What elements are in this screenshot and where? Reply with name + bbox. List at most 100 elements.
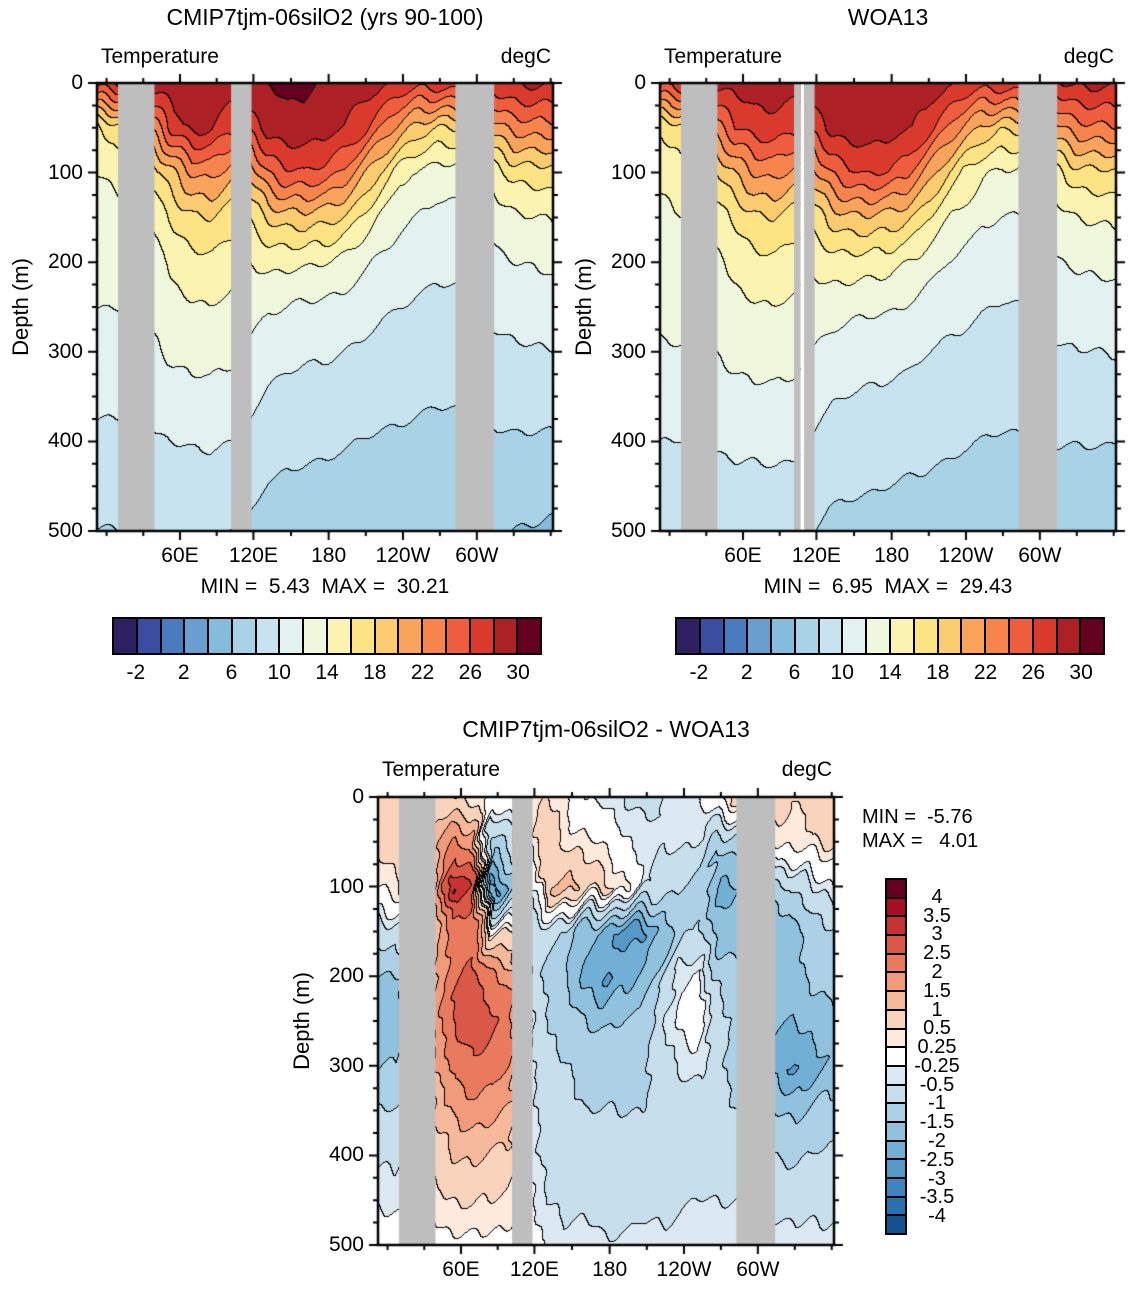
panel1-y-tick-labels: 0 100 200 300 400 500 — [29, 72, 83, 542]
x-tick-label: 60E — [161, 544, 199, 567]
colorbar-cell — [887, 1083, 905, 1103]
colorbar-cell — [887, 1214, 905, 1234]
colorbar-cell — [887, 934, 905, 953]
panel2-title: WOA13 — [847, 4, 929, 30]
y-tick-label: 100 — [47, 160, 83, 184]
colorbar-tick-label: 18 — [363, 661, 387, 684]
colorbar-cell — [326, 619, 350, 653]
y-tick-label: 200 — [610, 250, 646, 274]
colorbar-tick-label: 6 — [788, 661, 801, 684]
panel2-variable-label: Temperature — [664, 45, 782, 68]
panel2-contour-plot — [646, 69, 1130, 545]
x-tick-label: 120E — [509, 1258, 559, 1281]
panel3-variable-label: Temperature — [382, 758, 500, 781]
x-tick-label: 60E — [724, 544, 762, 567]
colorbar-cell — [887, 971, 905, 991]
panel2-x-tick-labels: 60E 120E 180 120W 60W — [660, 544, 1116, 570]
panel2-y-tick-labels: 0 100 200 300 400 500 — [592, 72, 646, 542]
colorbar-tick-label: 2 — [740, 661, 753, 684]
y-tick-label: 300 — [328, 1053, 364, 1077]
colorbar-cell — [887, 1027, 905, 1047]
colorbar-cell — [887, 1046, 905, 1065]
panel3-x-tick-labels: 60E 120E 180 120W 60W — [378, 1258, 834, 1284]
colorbar-tick-label: 14 — [878, 661, 902, 684]
colorbar-cell — [887, 915, 905, 935]
colorbar-tick-label: 10 — [830, 661, 854, 684]
colorbar-cell — [468, 619, 493, 653]
y-tick-label: 0 — [352, 785, 364, 808]
colorbar-cell — [207, 619, 231, 653]
colorbar-cell — [677, 619, 699, 653]
panel3-colorbar-labels: 4 3.5 3 2.5 2 1.5 1 0.5 0.25 -0.25 -0.5 -1 -1.5 -2 -2.… — [907, 878, 967, 1235]
colorbar-tick-label: 0.25 — [917, 1036, 957, 1059]
colorbar-cell — [841, 619, 866, 653]
panel2-colorbar-labels: -2 2 6 10 14 18 22 26 30 — [675, 661, 1105, 685]
colorbar-cell — [278, 619, 303, 653]
colorbar-cell — [1079, 619, 1104, 653]
x-tick-label: 120W — [375, 544, 431, 567]
panel1-variable-label: Temperature — [101, 45, 219, 68]
panel3-y-tick-labels: 0 100 200 300 400 500 — [310, 786, 364, 1256]
x-tick-label: 180 — [311, 544, 347, 567]
colorbar-tick-label: 26 — [458, 661, 483, 684]
colorbar-cell — [349, 619, 374, 653]
colorbar-cell — [887, 1064, 905, 1084]
colorbar-tick-label: 26 — [1021, 661, 1046, 684]
colorbar-cell — [183, 619, 208, 653]
colorbar-cell — [444, 619, 469, 653]
colorbar-cell — [397, 619, 422, 653]
colorbar-tick-label: -2 — [928, 1130, 946, 1153]
colorbar-cell — [254, 619, 279, 653]
colorbar-cell — [865, 619, 890, 653]
colorbar-tick-label: 3 — [931, 923, 943, 946]
colorbar-cell — [1055, 619, 1080, 653]
colorbar-tick-label: 2 — [177, 661, 190, 684]
x-tick-label: 120W — [656, 1258, 712, 1281]
colorbar-cell — [887, 1008, 905, 1028]
colorbar-tick-label: -1.5 — [919, 1111, 955, 1134]
colorbar-cell — [114, 619, 136, 653]
panel2-min-max-stats: MIN = 6.95 MAX = 29.43 — [763, 575, 1013, 598]
panel3-colorbar — [885, 878, 907, 1235]
x-tick-label: 180 — [592, 1258, 628, 1281]
colorbar-tick-label: 4 — [931, 885, 943, 908]
colorbar-cell — [887, 1120, 905, 1140]
y-tick-label: 200 — [328, 964, 364, 988]
colorbar-tick-label: -2.5 — [919, 1148, 955, 1171]
colorbar-cell — [887, 1102, 905, 1121]
colorbar-cell — [373, 619, 398, 653]
colorbar-tick-label: 22 — [410, 661, 435, 684]
x-tick-label: 60E — [442, 1258, 480, 1281]
panel2-colorbar — [675, 617, 1105, 655]
panel3-max-stat: MAX = 4.01 — [862, 830, 979, 852]
panel3-min-stat: MIN = -5.76 — [862, 806, 973, 828]
y-tick-label: 500 — [328, 1233, 364, 1256]
colorbar-cell — [817, 619, 842, 653]
panel3-title: CMIP7tjm-06silO2 - WOA13 — [462, 716, 750, 742]
colorbar-tick-label: -1 — [928, 1092, 946, 1115]
colorbar-tick-label: -3.5 — [919, 1186, 955, 1209]
panel1-units-label: degC — [500, 45, 551, 68]
colorbar-cell — [793, 619, 818, 653]
colorbar-tick-label: 10 — [267, 661, 291, 684]
colorbar-cell — [889, 619, 913, 653]
panel1-colorbar-labels: -2 2 6 10 14 18 22 26 30 — [112, 661, 542, 685]
colorbar-cell — [887, 1158, 905, 1177]
colorbar-cell — [887, 990, 905, 1009]
colorbar-tick-label: 2 — [931, 960, 943, 983]
x-tick-label: 120W — [938, 544, 994, 567]
colorbar-tick-label: 0.5 — [923, 1017, 951, 1040]
y-tick-label: 100 — [610, 160, 646, 184]
panel1-title: CMIP7tjm-06silO2 (yrs 90-100) — [166, 4, 484, 30]
colorbar-tick-label: -3 — [928, 1167, 946, 1190]
colorbar-cell — [960, 619, 985, 653]
colorbar-cell — [722, 619, 747, 653]
panel1-x-tick-labels: 60E 120E 180 120W 60W — [97, 544, 553, 570]
colorbar-cell — [984, 619, 1008, 653]
colorbar-tick-label: -4 — [928, 1205, 946, 1228]
colorbar-cell — [887, 896, 905, 916]
x-tick-label: 120E — [791, 544, 841, 567]
colorbar-tick-label: 30 — [1069, 661, 1093, 684]
y-tick-label: 0 — [634, 71, 646, 94]
